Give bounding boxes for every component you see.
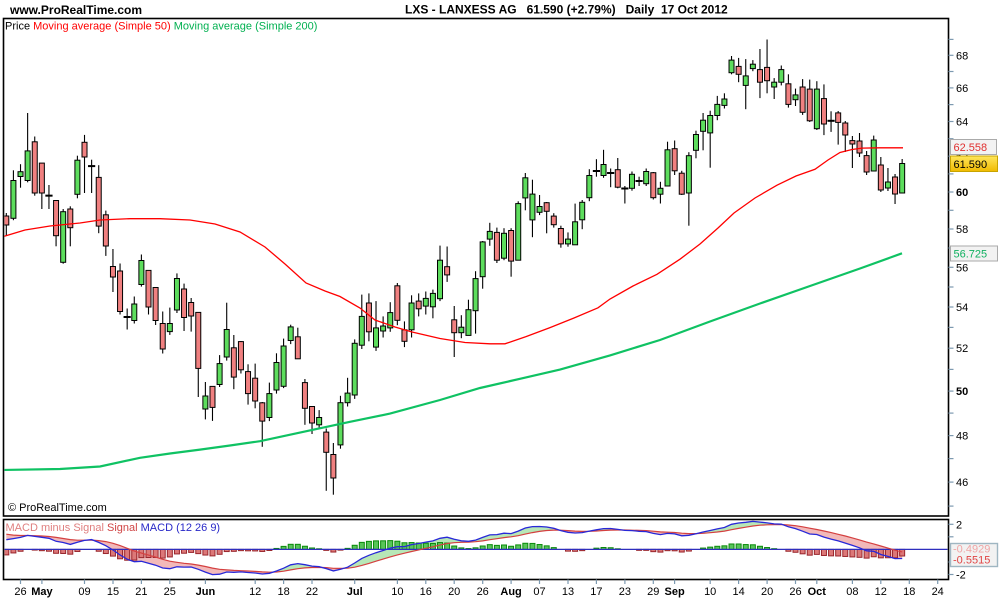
svg-text:-2: -2 [956, 570, 966, 582]
svg-text:10: 10 [391, 586, 403, 598]
svg-text:07: 07 [533, 586, 545, 598]
svg-text:21: 21 [135, 586, 147, 598]
svg-text:10: 10 [704, 586, 716, 598]
svg-text:14: 14 [732, 586, 744, 598]
svg-text:Oct: Oct [808, 586, 827, 598]
svg-text:09: 09 [78, 586, 90, 598]
svg-text:22: 22 [306, 586, 318, 598]
svg-text:20: 20 [761, 586, 773, 598]
svg-text:12: 12 [249, 586, 261, 598]
svg-text:50: 50 [956, 386, 968, 398]
svg-text:64: 64 [956, 117, 968, 129]
svg-text:12: 12 [875, 586, 887, 598]
svg-text:24: 24 [932, 586, 944, 598]
svg-text:20: 20 [448, 586, 460, 598]
svg-text:Price Moving average (Simple 5: Price Moving average (Simple 50) Moving … [5, 21, 317, 33]
svg-text:Sep: Sep [665, 586, 685, 598]
svg-text:60: 60 [956, 187, 968, 199]
svg-text:48: 48 [956, 431, 968, 443]
svg-text:54: 54 [956, 302, 968, 314]
svg-text:Aug: Aug [500, 586, 521, 598]
svg-text:56.725: 56.725 [954, 249, 988, 261]
svg-text:56: 56 [956, 262, 968, 274]
svg-text:16: 16 [420, 586, 432, 598]
svg-text:26: 26 [14, 586, 26, 598]
svg-text:62.558: 62.558 [954, 142, 988, 154]
svg-text:Jun: Jun [196, 586, 216, 598]
svg-text:LXS - LANXESS AG 61.590 (+2.: LXS - LANXESS AG 61.590 (+2.79%) Daily 1… [405, 3, 728, 17]
svg-text:08: 08 [846, 586, 858, 598]
svg-text:-0.4929: -0.4929 [953, 544, 990, 556]
svg-text:17: 17 [590, 586, 602, 598]
svg-text:66: 66 [956, 83, 968, 95]
svg-text:46: 46 [956, 477, 968, 489]
svg-text:23: 23 [619, 586, 631, 598]
svg-text:13: 13 [562, 586, 574, 598]
svg-text:52: 52 [956, 343, 968, 355]
svg-text:61.590: 61.590 [954, 159, 988, 171]
svg-text:58: 58 [956, 224, 968, 236]
svg-text:18: 18 [903, 586, 915, 598]
svg-text:Jul: Jul [347, 586, 363, 598]
svg-text:25: 25 [164, 586, 176, 598]
svg-text:MACD minus Signal Signal MACD: MACD minus Signal Signal MACD (12 26 9) [6, 522, 221, 534]
svg-text:May: May [31, 586, 53, 598]
svg-text:26: 26 [477, 586, 489, 598]
svg-text:2: 2 [956, 519, 962, 531]
svg-text:26: 26 [789, 586, 801, 598]
svg-text:-0.5515: -0.5515 [953, 555, 990, 567]
svg-text:www.ProRealTime.com: www.ProRealTime.com [9, 3, 142, 17]
svg-text:18: 18 [277, 586, 289, 598]
svg-text:68: 68 [956, 50, 968, 62]
svg-text:© ProRealTime.com: © ProRealTime.com [8, 502, 107, 514]
svg-text:29: 29 [647, 586, 659, 598]
svg-text:15: 15 [107, 586, 119, 598]
